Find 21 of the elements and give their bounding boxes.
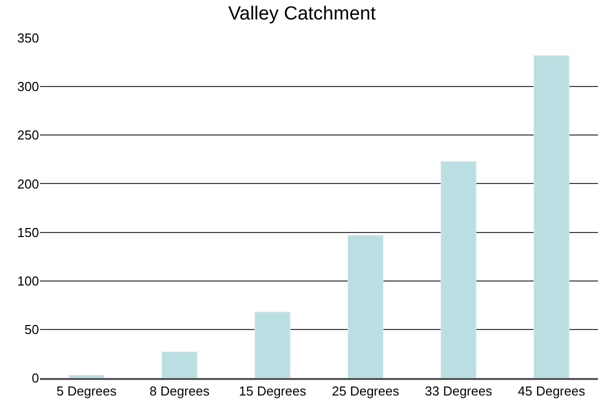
y-tick-label: 300 bbox=[17, 79, 39, 94]
y-tick-label: 150 bbox=[17, 224, 39, 240]
x-tick-label: 25 Degrees bbox=[332, 383, 400, 398]
bar bbox=[162, 352, 198, 378]
x-tick-label: 5 Degrees bbox=[56, 383, 117, 398]
bar bbox=[68, 374, 104, 378]
x-tick-label: 45 Degrees bbox=[518, 383, 586, 398]
bar bbox=[348, 234, 384, 378]
bar bbox=[534, 55, 570, 378]
y-tick-label: 350 bbox=[17, 30, 39, 46]
bar bbox=[254, 312, 290, 378]
y-tick-label: 50 bbox=[24, 322, 39, 337]
bar bbox=[440, 161, 476, 378]
x-tick-label: 33 Degrees bbox=[424, 383, 493, 398]
y-tick-label: 0 bbox=[32, 370, 39, 386]
y-tick-label: 200 bbox=[17, 176, 39, 192]
x-tick-label: 15 Degrees bbox=[238, 383, 307, 398]
y-tick-label: 250 bbox=[17, 128, 39, 143]
x-tick-label: 8 Degrees bbox=[150, 383, 210, 398]
y-tick-label: 100 bbox=[17, 273, 39, 288]
chart-title: Valley Catchment bbox=[228, 3, 376, 24]
